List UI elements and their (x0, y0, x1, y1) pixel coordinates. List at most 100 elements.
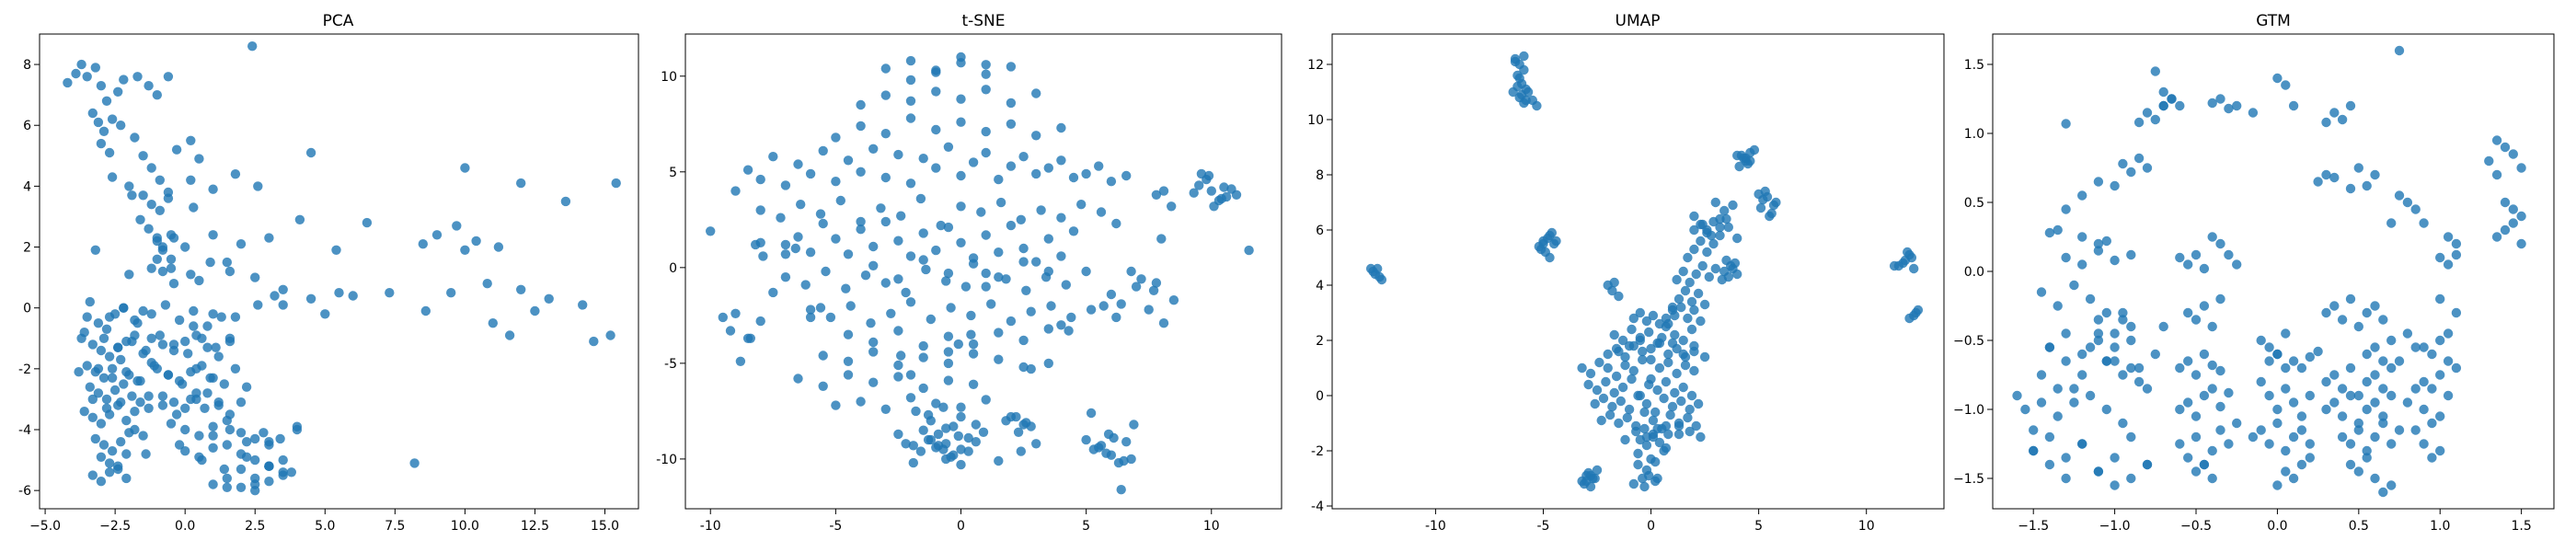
tsne-point (1031, 88, 1041, 98)
gtm-point (2232, 418, 2242, 429)
tsne-point (1031, 257, 1041, 267)
gtm-point (2353, 425, 2363, 435)
gtm-point (2224, 439, 2234, 449)
pca-point (163, 370, 174, 380)
gtm-point (2337, 315, 2348, 325)
umap-point (1670, 329, 1680, 340)
tsne-point (1001, 274, 1011, 284)
gtm-point (2110, 180, 2120, 191)
pca-point (174, 440, 185, 450)
umap-ytick-label: 8 (1316, 168, 1324, 183)
gtm-point (2296, 459, 2307, 470)
pca-point (253, 181, 263, 191)
tsne-point (994, 354, 1004, 364)
tsne-point (725, 326, 736, 336)
tsne-point (918, 352, 928, 362)
tsne-ytick-label: 5 (669, 166, 677, 180)
gtm-point (2305, 390, 2315, 401)
pca-point (104, 147, 115, 158)
tsne-point (981, 395, 991, 405)
pca-point (96, 138, 107, 149)
tsne-point (1136, 274, 1146, 284)
gtm-point (2183, 259, 2193, 270)
gtm-point (2256, 335, 2266, 346)
umap-ytick-label: 0 (1316, 389, 1324, 404)
umap-point (1699, 299, 1710, 310)
umap-point (1697, 260, 1708, 271)
umap-ytick-label: 2 (1316, 334, 1324, 349)
gtm-point (2126, 431, 2136, 443)
pca-point (90, 433, 101, 444)
tsne-point (905, 96, 916, 107)
tsne-point (755, 174, 765, 185)
gtm-point (2264, 356, 2274, 366)
pca-point (250, 479, 260, 489)
tsne-point (968, 339, 979, 350)
tsne-point (843, 370, 854, 380)
tsne-point (856, 121, 866, 132)
pca-point (278, 470, 288, 480)
tsne-point (796, 200, 806, 210)
pca-point (208, 184, 218, 194)
umap-point (1648, 310, 1659, 321)
gtm-point (2183, 307, 2193, 318)
gtm-ytick-label: −0.5 (1953, 334, 1984, 349)
gtm-point (2272, 73, 2283, 84)
tsne-point (1096, 207, 1107, 217)
pca-point (76, 59, 86, 70)
tsne-point (918, 340, 928, 351)
pca-point (213, 397, 224, 408)
pca-point (197, 454, 207, 466)
tsne-point (800, 280, 811, 290)
gtm-point (2443, 356, 2454, 366)
umap-point (1661, 376, 1672, 387)
gtm-point (2378, 356, 2388, 366)
pca-point (113, 461, 123, 471)
pca-point (85, 296, 96, 307)
gtm-title: GTM (2256, 12, 2291, 30)
gtm-point (2061, 356, 2071, 366)
pca-point (96, 345, 107, 356)
pca-point (222, 482, 232, 492)
gtm-point (2133, 153, 2145, 164)
tsne-point (758, 251, 768, 261)
gtm-point (2044, 342, 2055, 352)
umap-point (1616, 396, 1627, 407)
gtm-point (2175, 252, 2185, 263)
tsne-point (1046, 301, 1056, 311)
gtm-point (2296, 411, 2307, 421)
gtm-point (2370, 370, 2380, 380)
tsne-point (843, 155, 854, 166)
umap-point (1638, 354, 1648, 365)
umap-point (1719, 205, 1730, 216)
gtm-point (2183, 453, 2193, 463)
gtm-point (2061, 328, 2071, 339)
tsne-point (1103, 429, 1114, 440)
umap-point (1519, 64, 1529, 75)
gtm-point (2110, 328, 2120, 339)
umap-point (1628, 313, 1639, 324)
gtm-point (2069, 384, 2079, 394)
gtm-point (2394, 45, 2405, 56)
tsne-point (908, 441, 918, 451)
gtm-point (2337, 384, 2348, 394)
tsne-point (956, 94, 966, 104)
pca-point (116, 397, 126, 408)
pca-point (155, 330, 165, 340)
pca-point (152, 254, 162, 264)
tsne-point (963, 432, 973, 443)
umap-point (1672, 274, 1682, 285)
tsne-point (943, 268, 954, 279)
tsne-point (1116, 299, 1126, 309)
gtm-point (2419, 342, 2429, 352)
pca-point (157, 266, 168, 277)
pca-point (152, 233, 162, 243)
gtm-point (2394, 356, 2405, 366)
pca-point (205, 257, 215, 268)
tsne-point (1043, 163, 1054, 173)
tsne-point (915, 193, 926, 204)
umap-point (1611, 371, 1622, 382)
gtm-point (2288, 397, 2299, 408)
gtm-ytick-label: 1.0 (1964, 127, 1984, 142)
umap-xtick-label: 5 (1754, 519, 1763, 534)
